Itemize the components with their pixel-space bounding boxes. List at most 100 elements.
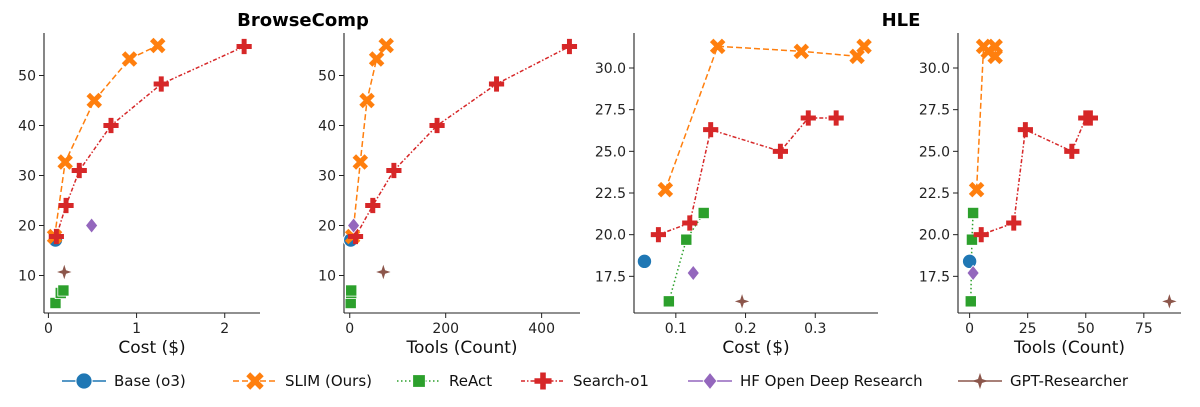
series-line-search [354,45,570,237]
data-point-react [344,296,357,309]
x-axis-label: Cost ($) [118,338,185,358]
data-point-search [386,162,402,179]
legend-entry-slim: SLIM (Ours) [233,372,372,390]
series-line-search [980,117,1091,236]
data-point-base [961,253,978,270]
y-tick-label: 17.5 [595,269,626,285]
data-point-search [365,197,381,214]
chart-panel-2: 0 200 400 10 20 30 40 50 Tools (Count) [318,33,580,358]
legend: Base (o3) SLIM (Ours) ReAct Search-o1 HF Ope… [62,371,1129,391]
y-tick-label: 40 [318,119,336,135]
data-point-hf [85,217,99,234]
data-point-search [800,110,816,126]
y-tick-label: 25.0 [595,144,626,160]
data-point-search [682,215,698,231]
data-point-search [828,110,844,126]
x-axis-label: Cost ($) [722,338,789,358]
y-tick-label: 20.0 [919,228,950,244]
legend-label: GPT-Researcher [1010,372,1129,390]
series-line-react [970,212,974,302]
data-point-search [1017,122,1033,138]
data-point-react [57,284,70,297]
y-tick-label: 27.5 [919,103,950,119]
x-tick-label: 0.2 [734,321,756,337]
x-tick-label: 0 [44,321,53,337]
x-tick-label: 75 [1135,321,1153,337]
data-point-react [965,233,978,246]
x-tick-label: 2 [220,321,229,337]
data-point-search [58,197,74,214]
x-tick-label: 200 [432,321,459,337]
data-point-hf [966,264,980,282]
data-point-search [1006,215,1022,231]
data-point-search [703,122,719,138]
y-tick-label: 22.5 [919,186,950,202]
series-line-react [668,212,705,302]
legend-marker-react [412,374,426,388]
series-line-slim [53,44,159,237]
data-point-slim [968,181,985,198]
y-tick-label: 30 [18,169,36,185]
data-point-slim [57,154,73,170]
y-tick-label: 17.5 [919,269,950,285]
data-point-react [345,284,358,297]
data-point-slim [121,51,138,67]
data-point-slim [709,38,726,55]
y-tick-label: 10 [318,269,336,285]
legend-entry-search: Search-o1 [521,372,649,390]
y-tick-label: 20 [18,219,36,235]
legend-marker-slim [246,372,264,390]
data-point-react [964,295,977,308]
data-point-search [561,38,578,55]
data-point-search [103,117,119,134]
y-tick-label: 20 [318,219,336,235]
browsecomp-title: BrowseComp [237,10,369,31]
series-line-search [55,45,245,237]
x-tick-label: 25 [1019,321,1037,337]
y-tick-label: 30 [318,169,336,185]
data-point-search [973,227,989,243]
y-tick-label: 22.5 [595,186,626,202]
y-tick-label: 50 [318,69,336,85]
data-point-slim [359,92,375,109]
data-point-react [662,295,675,308]
x-tick-label: 0.3 [804,321,826,337]
data-point-search [772,143,788,159]
data-point-search [488,76,505,92]
data-point-search [1082,110,1099,126]
legend-marker-search [534,372,552,390]
legend-label: HF Open Deep Research [740,372,923,390]
data-point-react [680,233,693,246]
legend-label: SLIM (Ours) [285,372,372,390]
x-tick-label: 0.1 [665,321,687,337]
data-point-hf [347,217,361,234]
data-point-search [347,228,364,245]
y-tick-label: 40 [18,119,36,135]
x-tick-label: 400 [528,321,555,337]
hle-title: HLE [882,10,921,31]
y-tick-label: 20.0 [595,228,626,244]
data-point-search [48,228,64,245]
chart-panel-4: 0 25 50 75 17.5 20.0 22.5 25.0 27.5 30.0 Tools (Co… [919,33,1181,358]
data-point-hf [686,264,700,282]
legend-entry-gpt: GPT-Researcher [958,372,1129,390]
data-point-slim [657,181,674,198]
legend-label: ReAct [449,372,492,390]
x-tick-label: 50 [1077,321,1095,337]
y-tick-label: 27.5 [595,103,626,119]
data-point-search [650,227,666,243]
data-point-gpt [734,294,750,309]
data-point-search [429,117,445,134]
legend-marker-hf [702,371,718,391]
y-tick-label: 50 [18,69,36,85]
legend-entry-hf: HF Open Deep Research [688,371,923,391]
data-point-gpt [376,264,391,280]
data-point-slim [368,51,385,67]
data-point-gpt [1162,294,1177,309]
data-point-slim [378,37,394,54]
y-tick-label: 25.0 [919,144,950,160]
data-point-slim [86,92,103,109]
y-tick-label: 10 [18,269,36,285]
